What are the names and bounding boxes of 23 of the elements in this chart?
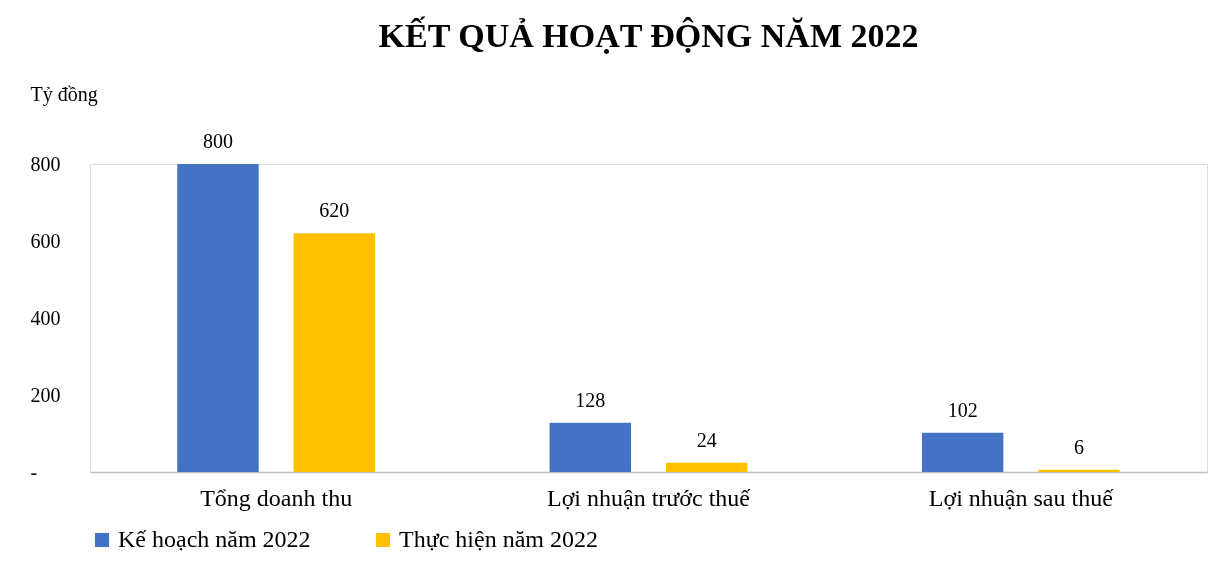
bar: [921, 432, 1004, 472]
y-tick-label: 800: [30, 152, 61, 175]
x-tick-label: Lợi nhuận sau thuế: [928, 484, 1115, 511]
bar: [665, 462, 748, 472]
x-tick-label: Lợi nhuận trước thuế: [546, 484, 752, 511]
data-label: 102: [947, 398, 978, 421]
data-label: 24: [696, 428, 717, 451]
y-tick-label: 600: [30, 229, 61, 252]
y-tick-label: 400: [30, 306, 61, 329]
data-label: 128: [575, 388, 606, 411]
x-tick-label: Tổng doanh thu: [200, 484, 353, 511]
legend-label: Kế hoạch năm 2022: [118, 526, 311, 552]
chart-title: KẾT QUẢ HOẠT ĐỘNG NĂM 2022: [378, 16, 919, 54]
legend-label: Thực hiện năm 2022: [399, 526, 598, 552]
bar: [549, 422, 632, 472]
bar: [177, 164, 259, 472]
data-label: 6: [1074, 435, 1085, 458]
data-label: 620: [319, 199, 350, 222]
data-label: 800: [202, 130, 233, 152]
bar: [293, 233, 376, 472]
y-axis-title: Tỷ đồng: [30, 82, 98, 106]
y-tick-label: -: [30, 460, 38, 483]
y-tick-label: 200: [30, 383, 61, 406]
